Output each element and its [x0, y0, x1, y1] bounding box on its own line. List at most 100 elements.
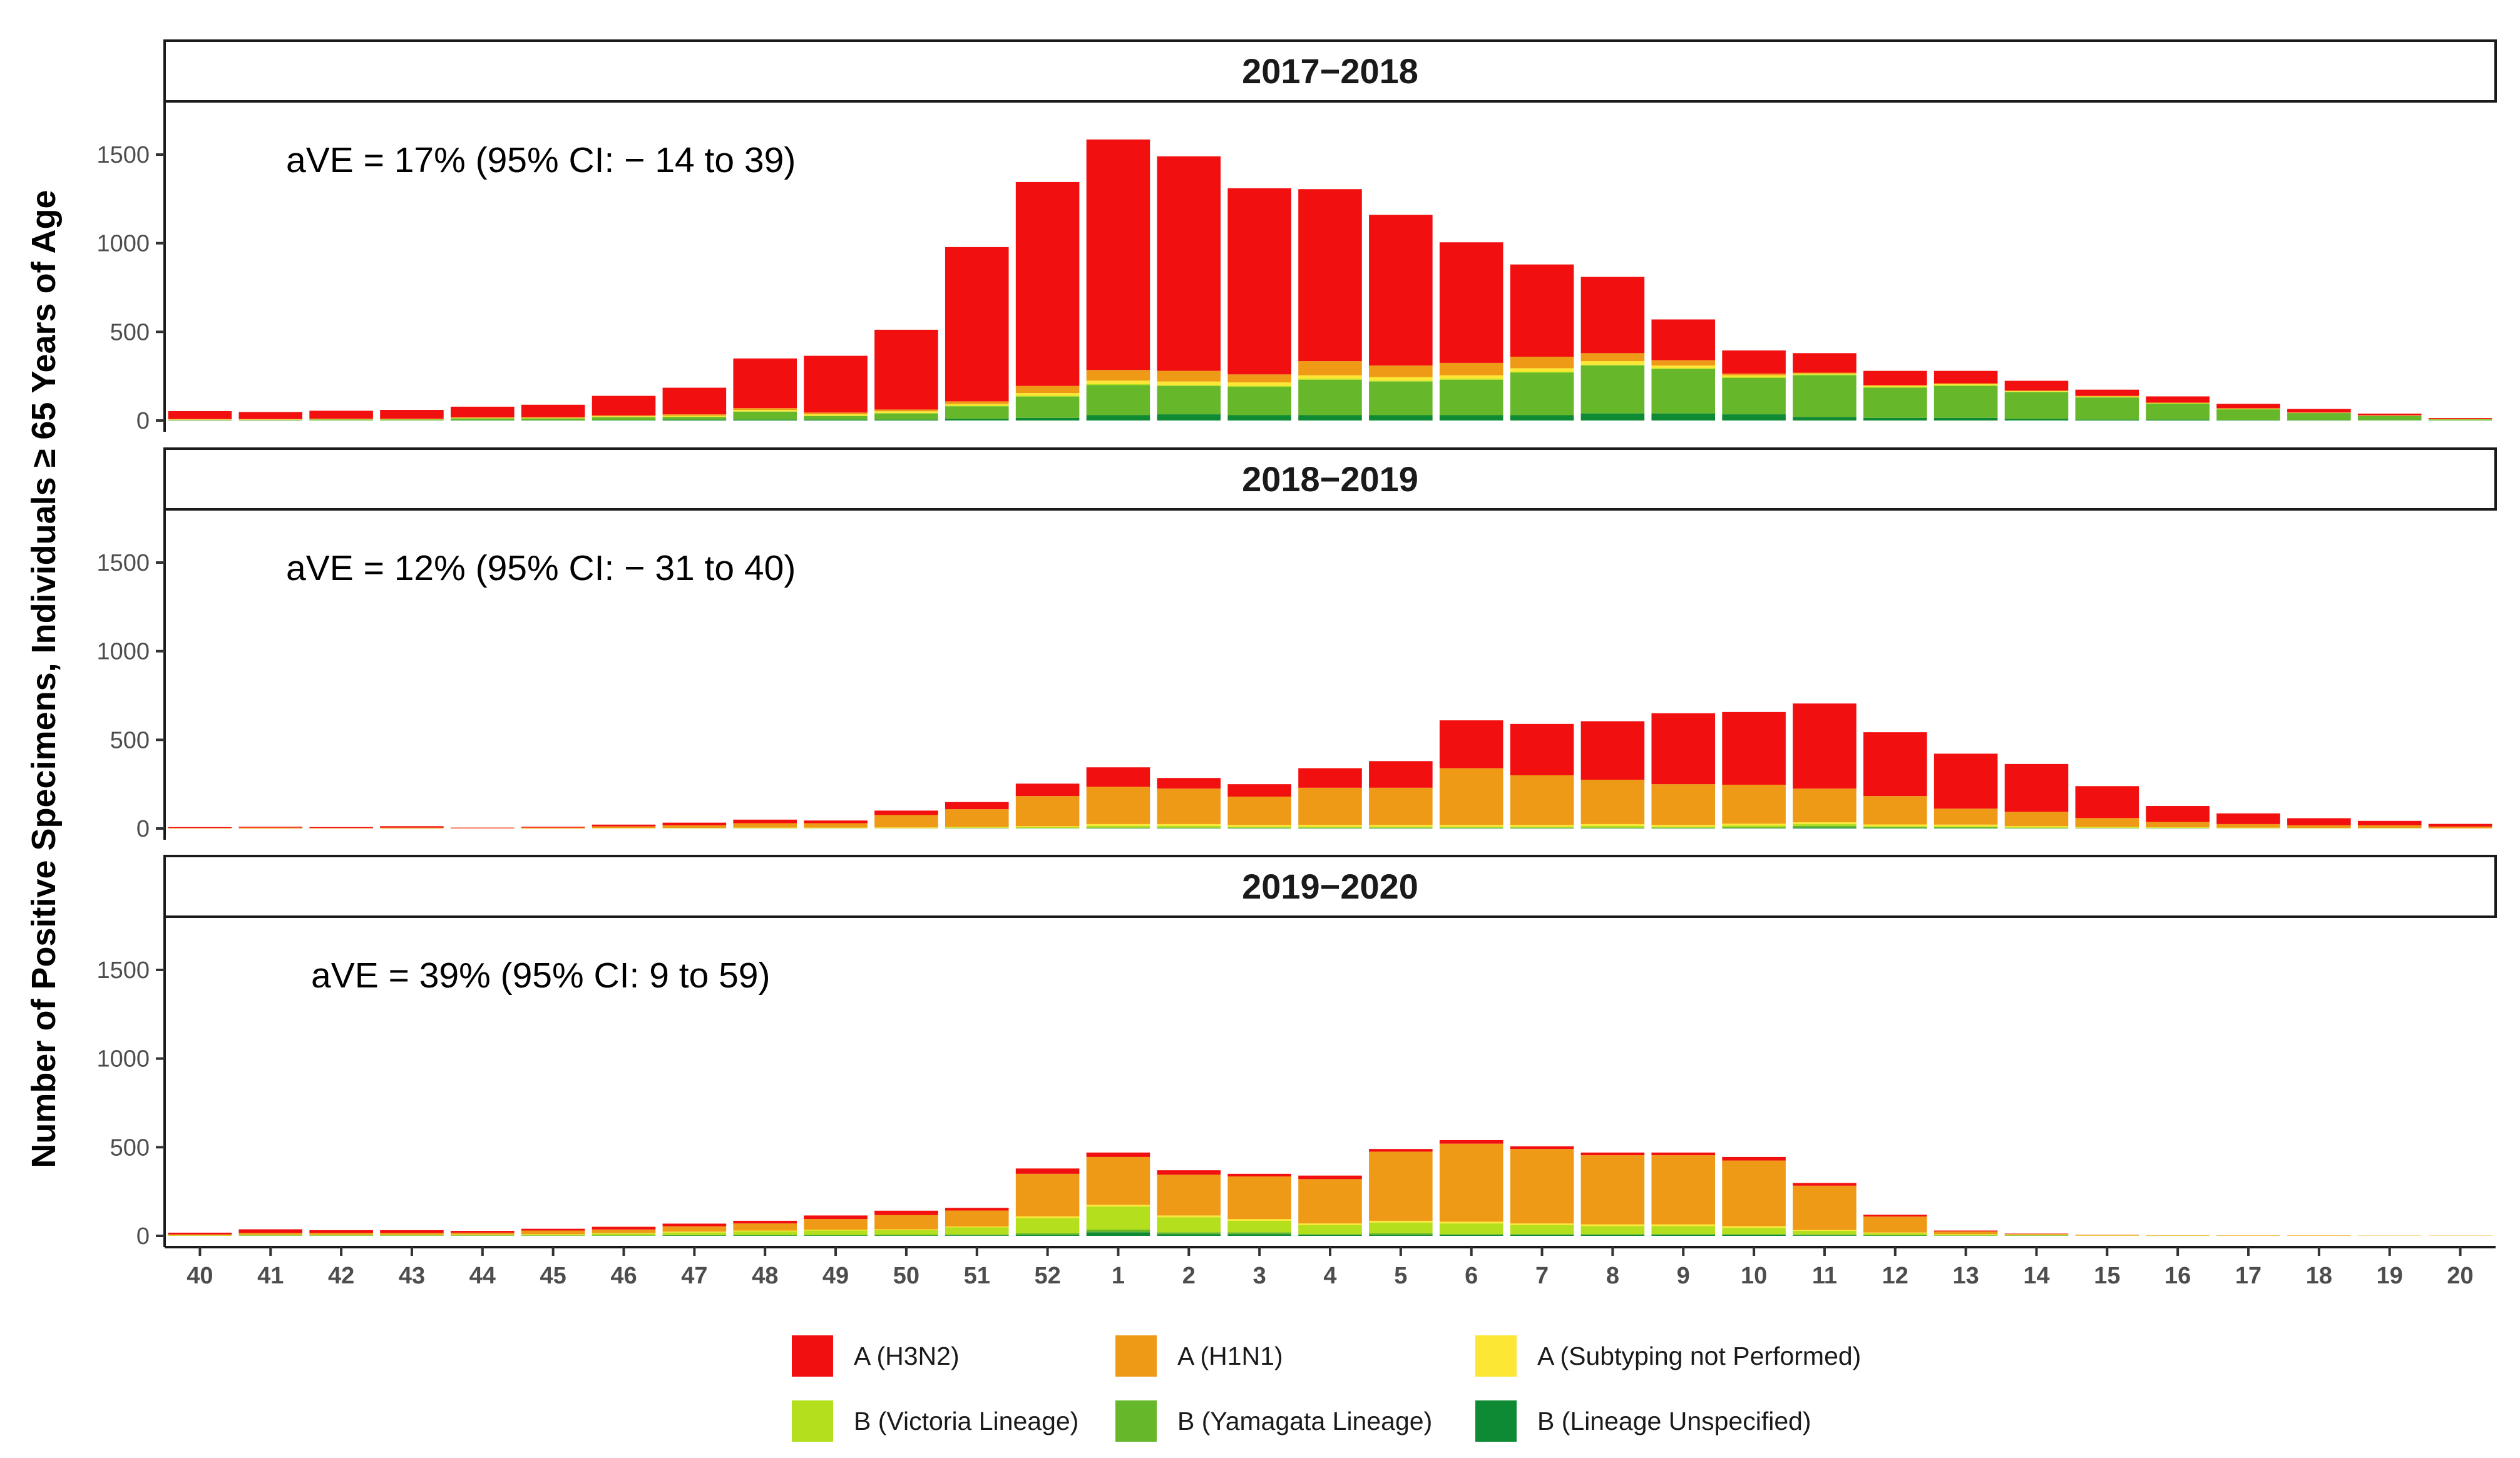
x-tick-label: 51 [964, 1263, 990, 1289]
bar-segment-b-victoria-lineage [733, 411, 797, 412]
bar-segment-a-subtyping-not-performed [1793, 1230, 1857, 1231]
bar-segment-b-yamagata-lineage [2216, 409, 2280, 421]
bar-segment-a-h3n2 [1934, 370, 1998, 384]
bar-segment-a-h1n1 [874, 409, 938, 412]
bar-segment-a-h1n1 [1793, 372, 1857, 374]
bar-segment-a-h3n2 [1651, 1152, 1716, 1156]
bar-segment-a-h1n1 [1863, 796, 1927, 825]
bar-segment-b-lineage-unspecified [804, 1235, 868, 1236]
bar-segment-a-subtyping-not-performed [1580, 361, 1645, 365]
bar-segment-a-h3n2 [1227, 188, 1291, 375]
bar-segment-a-h1n1 [1651, 360, 1716, 366]
bar-segment-a-h3n2 [1863, 1215, 1927, 1217]
bar-segment-a-h3n2 [168, 1232, 232, 1235]
legend-label: B (Yamagata Lineage) [1177, 1407, 1432, 1435]
bar-segment-a-subtyping-not-performed [1439, 375, 1503, 379]
bar-segment-b-victoria-lineage [945, 405, 1009, 407]
bar-segment-b-yamagata-lineage [1510, 372, 1574, 415]
bar-segment-b-victoria-lineage [1086, 825, 1150, 828]
panel-2018-2019: 2018−2019 aVE = 12% (95% CI: − 31 to 40)… [96, 447, 2497, 842]
bar-segment-a-h1n1 [521, 417, 585, 418]
bar-segment-a-subtyping-not-performed [1369, 377, 1433, 381]
bar-segment-b-yamagata-lineage [1298, 1234, 1362, 1235]
bar-segment-a-h3n2 [1369, 1149, 1433, 1152]
bar-segment-a-h1n1 [592, 1229, 656, 1233]
bar-segment-b-lineage-unspecified [2216, 420, 2280, 421]
bar-segment-a-h3n2 [521, 1228, 585, 1231]
bar-segment-a-h1n1 [945, 401, 1009, 404]
bar-segment-a-h3n2 [1793, 703, 1857, 789]
bar-segment-a-h3n2 [1015, 1168, 1080, 1174]
panel-strip [163, 855, 2497, 918]
bar-segment-a-subtyping-not-performed [1510, 1223, 1574, 1225]
bar-segment-a-h1n1 [1722, 1160, 1786, 1226]
bar-segment-b-yamagata-lineage [1934, 385, 1998, 418]
bar-segment-b-yamagata-lineage [309, 419, 373, 421]
x-axis-ticks: 40 41 42 43 44 45 46 47 48 49 50 51 52 1 2 3 4 5 6 7 8 9 10 11 1… [187, 1247, 2474, 1289]
legend-swatch [792, 1400, 833, 1442]
bar-segment-a-subtyping-not-performed [733, 410, 797, 412]
bar-segment-a-h3n2 [1086, 139, 1150, 370]
bar-segment-b-lineage-unspecified [1369, 1235, 1433, 1236]
bar-segment-a-h3n2 [2004, 1233, 2069, 1234]
bar-segment-b-lineage-unspecified [2287, 420, 2351, 421]
bar-segment-a-h3n2 [592, 1226, 656, 1230]
bar-segment-a-subtyping-not-performed [1227, 1219, 1291, 1221]
bar-segment-b-victoria-lineage [1651, 1226, 1716, 1235]
bar-segment-b-lineage-unspecified [521, 420, 585, 421]
bar-segment-b-yamagata-lineage [1863, 1235, 1927, 1236]
bar-segment-b-victoria-lineage [1439, 1223, 1503, 1235]
bar-segment-a-subtyping-not-performed [1439, 825, 1503, 827]
bar-segment-a-h3n2 [1227, 1173, 1291, 1177]
bar-segment-a-h3n2 [1722, 1156, 1786, 1161]
bar-segment-a-h3n2 [1086, 1152, 1150, 1157]
panel-2019-2020: 2019−2020 aVE = 39% (95% CI: 9 to 59) 0 5… [96, 855, 2497, 1250]
bar-segment-b-victoria-lineage [945, 827, 1009, 828]
bar-segment-b-yamagata-lineage [1439, 1234, 1503, 1235]
bar-segment-b-victoria-lineage [945, 1227, 1009, 1235]
bar-segment-a-subtyping-not-performed [1227, 825, 1291, 827]
bar-segment-a-h3n2 [1439, 1140, 1503, 1144]
bar-segment-b-lineage-unspecified [1227, 1234, 1291, 1236]
bar-segment-a-subtyping-not-performed [1651, 365, 1716, 369]
bar-segment-a-h3n2 [380, 826, 444, 828]
bar-segment-a-h1n1 [1015, 796, 1080, 827]
x-tick-label: 5 [1394, 1263, 1407, 1289]
y-axis: 0 500 1000 1500 [96, 509, 166, 842]
bar-segment-b-yamagata-lineage [2075, 397, 2139, 420]
bar-segment-a-h3n2 [733, 1220, 797, 1224]
bar-segment-a-h1n1 [2146, 1235, 2210, 1236]
bar-segment-a-h1n1 [2287, 1235, 2351, 1236]
y-tick-label: 1000 [96, 231, 150, 257]
bar-segment-a-h1n1 [2075, 395, 2139, 397]
bar-segment-a-subtyping-not-performed [1651, 1224, 1716, 1226]
bar-segment-a-subtyping-not-performed [1863, 385, 1927, 387]
bar-segment-a-h1n1 [1510, 775, 1574, 825]
bar-segment-a-subtyping-not-performed [1863, 824, 1927, 827]
bar-segment-a-subtyping-not-performed [521, 1234, 585, 1235]
bar-segment-b-yamagata-lineage [1369, 1233, 1433, 1235]
bar-segment-a-h1n1 [1722, 785, 1786, 824]
bar-segment-a-h3n2 [2075, 786, 2139, 818]
x-tick-label: 17 [2235, 1263, 2261, 1289]
bar-segment-b-yamagata-lineage [1510, 1234, 1574, 1235]
legend-swatch [792, 1335, 833, 1377]
bar-segment-a-h1n1 [2216, 823, 2280, 828]
legend-entry: B (Victoria Lineage) [792, 1400, 1078, 1442]
bar-segment-b-yamagata-lineage [1015, 396, 1080, 418]
x-tick-label: 49 [822, 1263, 849, 1289]
bar-segment-a-subtyping-not-performed [238, 419, 303, 420]
bar-segment-a-h3n2 [874, 329, 938, 410]
bar-segment-b-yamagata-lineage [1793, 825, 1857, 828]
y-tick-label: 0 [136, 408, 150, 434]
bar-segment-a-subtyping-not-performed [451, 417, 515, 419]
bar-segment-b-yamagata-lineage [168, 419, 232, 421]
bar-segment-b-victoria-lineage [1793, 823, 1857, 826]
bar-segment-b-yamagata-lineage [2287, 413, 2351, 421]
bar-segment-b-victoria-lineage [2075, 827, 2139, 828]
bar-segment-b-victoria-lineage [1651, 368, 1716, 369]
bar-segment-a-h1n1 [1015, 385, 1080, 394]
bar-segment-b-yamagata-lineage [804, 1235, 868, 1236]
bar-segment-a-h3n2 [1157, 1170, 1221, 1175]
bar-segment-a-h1n1 [1580, 1155, 1645, 1225]
